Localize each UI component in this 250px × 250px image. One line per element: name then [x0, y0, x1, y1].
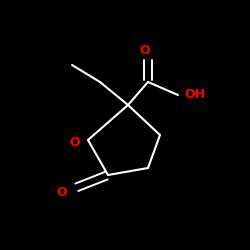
Text: O: O	[140, 44, 150, 57]
Text: O: O	[57, 186, 67, 200]
Text: OH: OH	[184, 88, 206, 102]
Text: O: O	[70, 136, 80, 148]
